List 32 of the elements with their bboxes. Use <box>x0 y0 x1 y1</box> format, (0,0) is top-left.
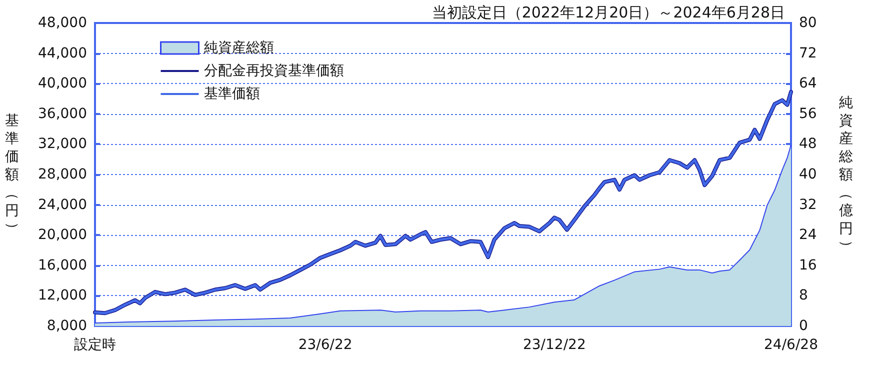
y2-tick-label: 32 <box>799 196 817 213</box>
y2-tick-label: 0 <box>799 318 808 334</box>
legend-label: 純資産総額 <box>204 40 274 56</box>
y-tick-label: 20,000 <box>38 227 87 244</box>
chart-title: 当初設定日（2022年12月20日）～2024年6月28日 <box>432 4 786 22</box>
y2-tick-label: 56 <box>799 106 817 122</box>
y-tick-label: 8,000 <box>46 318 87 334</box>
text: 純資産総額（億円） <box>838 95 854 254</box>
x-tick-label: 設定時 <box>74 337 116 353</box>
y-tick-label: 32,000 <box>38 136 87 152</box>
y2-tick-label: 8 <box>799 288 808 304</box>
y-tick-label: 28,000 <box>38 166 87 182</box>
x-tick-label: 24/6/28 <box>764 337 818 353</box>
y-tick-label: 12,000 <box>38 288 87 304</box>
y-tick-label: 16,000 <box>38 257 87 274</box>
y2-tick-label: 48 <box>799 136 817 152</box>
y2-tick-label: 64 <box>799 76 817 92</box>
y2-tick-label: 16 <box>799 257 817 274</box>
y-tick-label: 40,000 <box>38 76 87 92</box>
legend-label: 分配金再投資基準価額 <box>204 63 344 79</box>
y-tick-label: 44,000 <box>38 45 87 62</box>
y-tick-label: 36,000 <box>38 106 87 122</box>
y-axis-title: 基準価額（円） <box>3 112 21 237</box>
y2-tick-label: 80 <box>799 15 817 31</box>
x-tick-label: 23/12/22 <box>522 337 586 353</box>
y2-tick-label: 24 <box>799 227 817 244</box>
legend-label: 基準価額 <box>204 86 260 102</box>
y-tick-label: 24,000 <box>38 196 87 213</box>
x-tick-label: 23/6/22 <box>298 337 352 353</box>
y2-tick-label: 72 <box>799 45 817 62</box>
y-tick-label: 48,000 <box>38 15 87 31</box>
y2-tick-label: 40 <box>799 166 817 182</box>
